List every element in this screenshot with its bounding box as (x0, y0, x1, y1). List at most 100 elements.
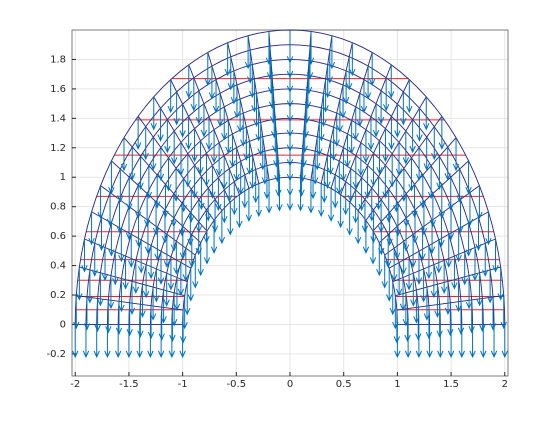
arrow (253, 93, 260, 128)
arrow (88, 211, 95, 246)
arrow (322, 78, 329, 113)
arrow (337, 194, 344, 229)
arrow (157, 108, 164, 142)
arrow (465, 223, 472, 257)
arrow (184, 153, 191, 188)
arrow (369, 52, 376, 87)
arrow (136, 324, 143, 359)
arrow (392, 295, 399, 330)
arrow (360, 79, 368, 114)
arrow (116, 199, 123, 234)
arrow (324, 155, 331, 190)
arrow (245, 188, 253, 223)
arrow (394, 104, 401, 138)
arrow (436, 304, 443, 338)
arrow (318, 107, 325, 142)
arrow (455, 278, 462, 313)
arrow (173, 277, 181, 312)
arrow (330, 127, 337, 161)
arrow (425, 245, 433, 280)
x-tick-label: 1 (394, 379, 400, 390)
arrow (135, 185, 142, 220)
arrow (98, 217, 105, 252)
arrow (370, 153, 377, 187)
arrow (423, 96, 430, 131)
arrow (466, 192, 474, 227)
arrow (489, 297, 497, 331)
y-tick-label: 1.4 (50, 113, 66, 124)
arrow (170, 193, 177, 228)
arrow (188, 234, 195, 269)
arrow (423, 287, 431, 321)
arrow (154, 175, 161, 209)
arrow (106, 192, 114, 227)
arrow (184, 281, 191, 316)
arrow (357, 142, 365, 177)
arrow (76, 267, 83, 301)
arrow (145, 165, 153, 200)
arrow (138, 239, 145, 274)
arrow (316, 122, 323, 156)
arrow (142, 126, 149, 161)
arrow (216, 93, 224, 127)
arrow (368, 187, 375, 222)
arrow (347, 168, 354, 203)
arrow (229, 134, 236, 168)
x-tick-label: 1.5 (443, 379, 459, 390)
arrow (395, 262, 403, 297)
arrow (142, 264, 150, 299)
arrow (179, 226, 187, 260)
arrow (246, 141, 253, 175)
arrow (434, 284, 441, 318)
arrow (377, 199, 385, 234)
arrow (328, 35, 336, 70)
arrow (393, 178, 400, 213)
arrow (157, 147, 165, 182)
arrow (198, 176, 205, 211)
arrow (402, 130, 409, 165)
arrow (367, 116, 375, 151)
arrow (251, 78, 258, 113)
arrow (195, 90, 203, 125)
y-tick-label: 1.8 (50, 54, 66, 65)
arrow (416, 108, 423, 142)
arrow (218, 210, 226, 245)
arrow (458, 324, 465, 359)
x-tick-label: 2 (502, 379, 508, 390)
arrow (361, 199, 369, 233)
y-tick-label: -0.2 (46, 349, 66, 360)
arrow (352, 106, 359, 141)
arrow (208, 66, 216, 100)
arrow (73, 295, 80, 330)
arrow (82, 324, 90, 359)
arrow (244, 35, 252, 70)
arrow (318, 183, 325, 218)
arrow (475, 217, 482, 252)
arrow (72, 324, 79, 359)
arrow (263, 165, 271, 200)
arrow (346, 56, 353, 91)
arrow (429, 193, 437, 228)
arrow (425, 305, 433, 340)
arrow (375, 176, 382, 211)
x-tick-label: -2 (70, 379, 80, 390)
arrow (408, 157, 415, 192)
arrow (307, 31, 315, 66)
arrow (237, 161, 244, 195)
arrow (180, 178, 187, 213)
arrow (311, 151, 319, 185)
arrow (97, 272, 104, 307)
arrow (210, 220, 218, 254)
y-tick-label: 1.6 (50, 84, 66, 95)
arrow (122, 256, 129, 290)
arrow (444, 147, 451, 181)
arrow (307, 180, 315, 214)
arrow (427, 165, 435, 200)
arrow (436, 156, 443, 190)
arrow (324, 64, 331, 99)
arrow (203, 153, 210, 187)
arrow (210, 129, 218, 164)
arrow (165, 157, 172, 192)
arrow (128, 234, 135, 268)
arrow (230, 70, 238, 105)
